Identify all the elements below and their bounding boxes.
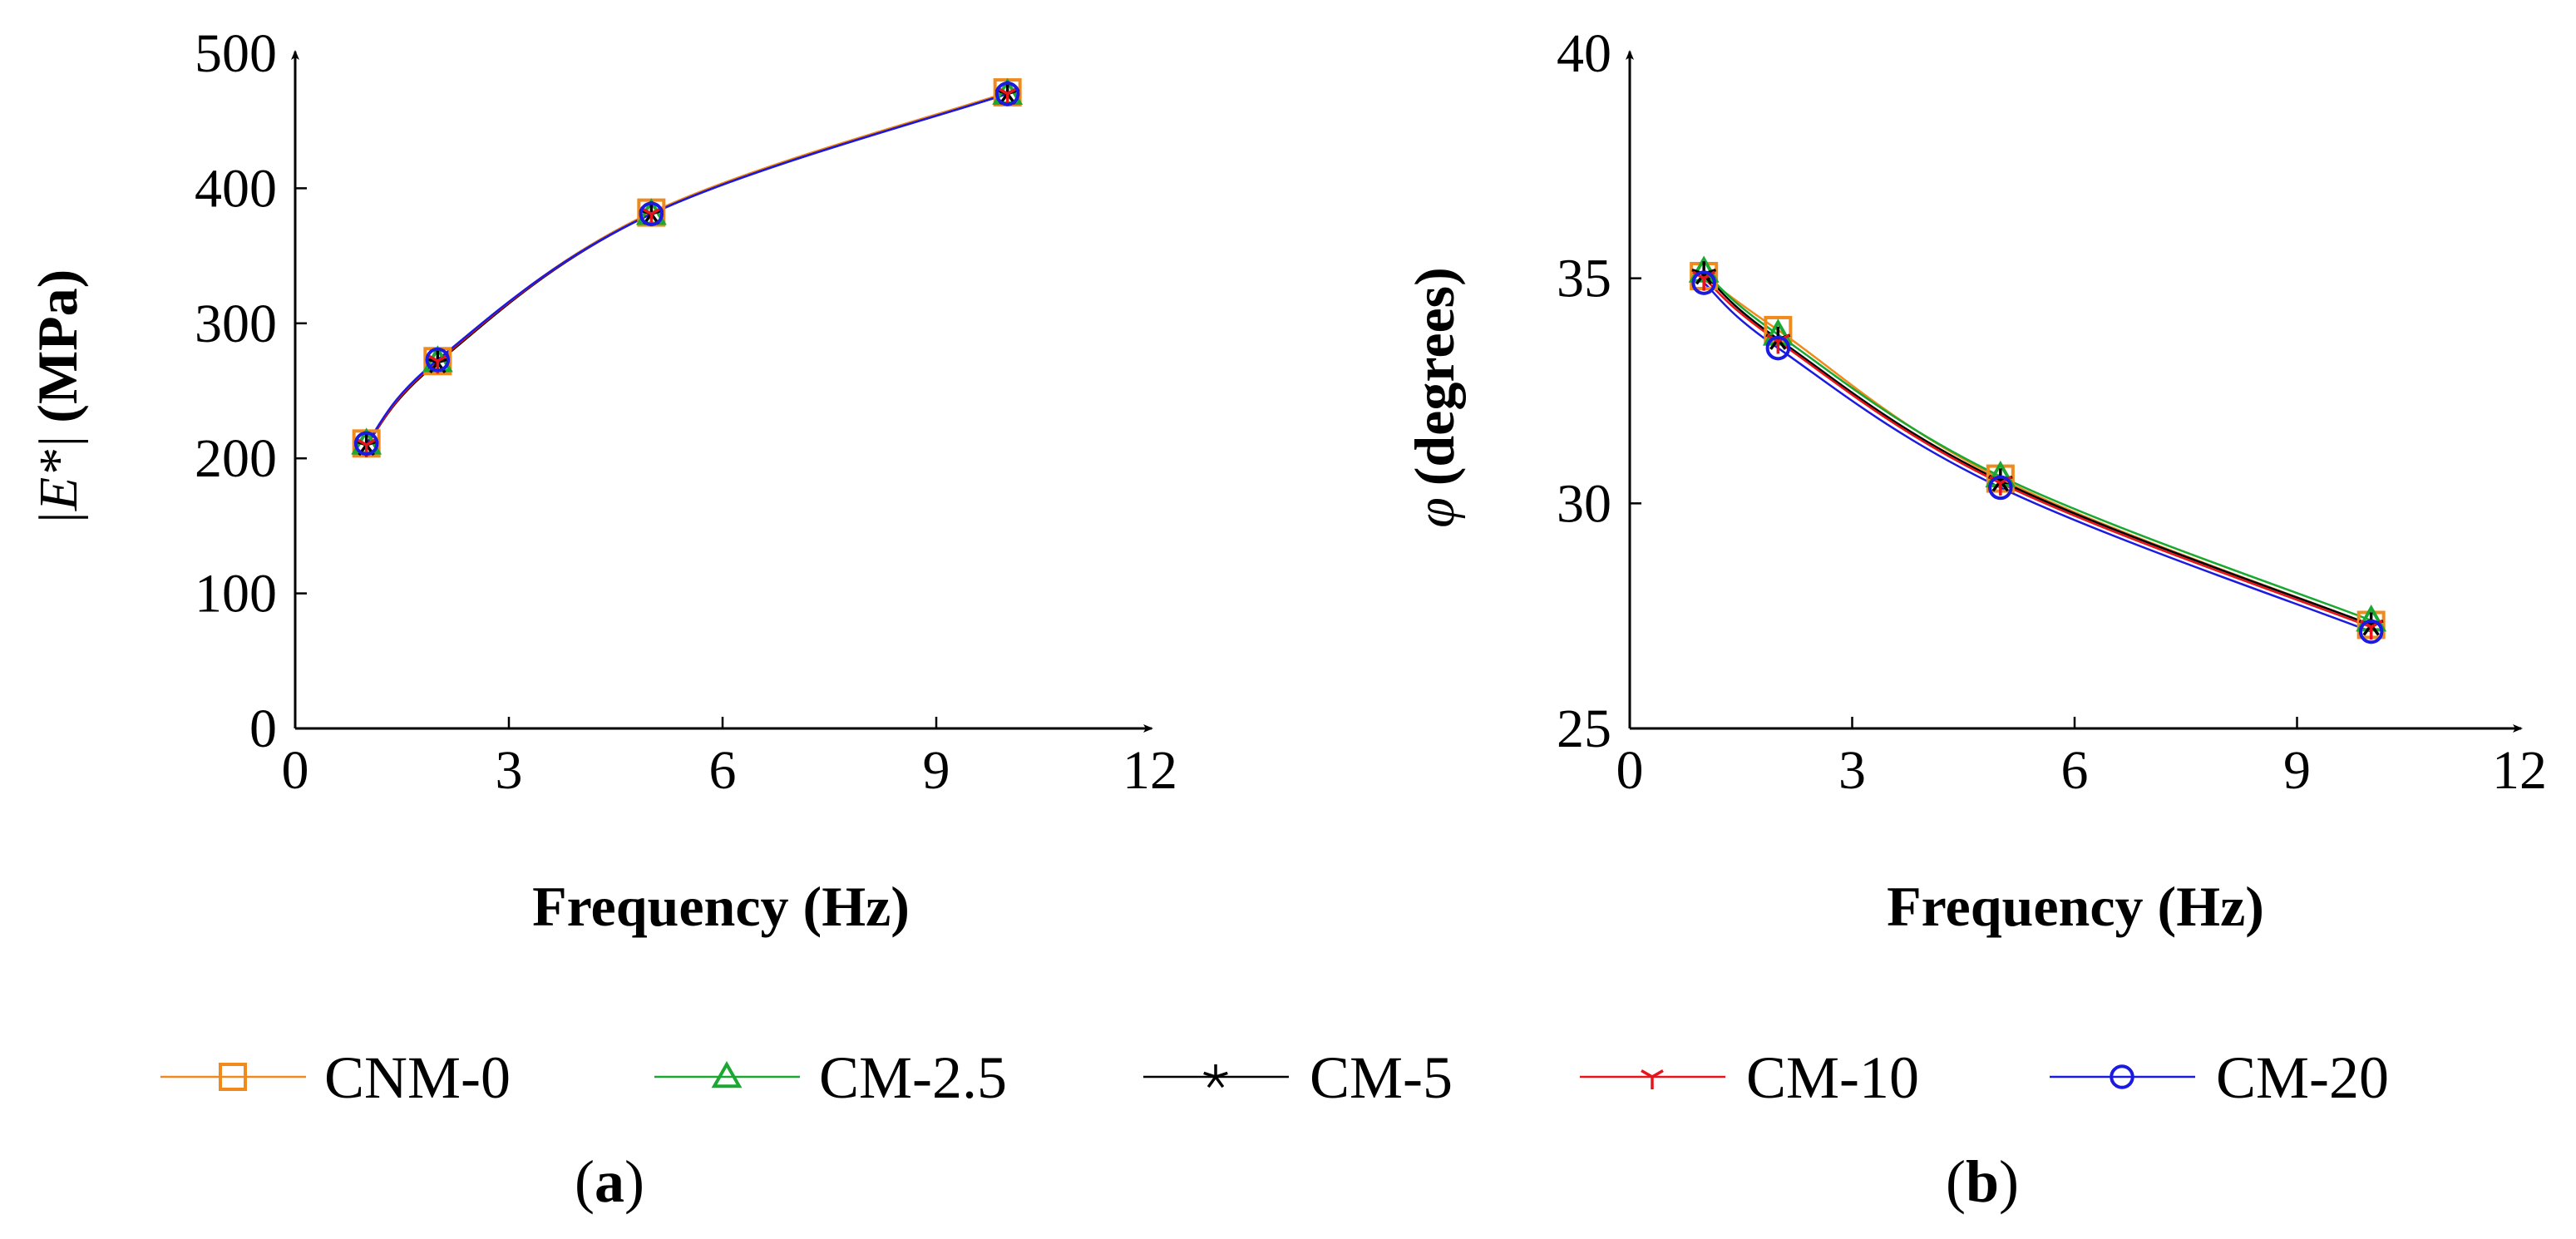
chart-a-xtick-label: 0 bbox=[282, 740, 309, 801]
chart-b-point-CM-20-2 bbox=[1988, 475, 2013, 501]
chart-a-series-line-CM-5 bbox=[365, 92, 1009, 446]
chart-b-xtick-label: 12 bbox=[2492, 740, 2547, 801]
chart-b-xtick-label: 9 bbox=[2283, 740, 2311, 801]
chart-a-series-line-CM-10 bbox=[365, 92, 1009, 446]
chart-a-ytick-label: 300 bbox=[195, 294, 277, 354]
chart-b-ylabel: φ (degrees) bbox=[1403, 267, 1466, 528]
chart-a-ylabel: |E*| (MPa) bbox=[26, 269, 89, 526]
panel-label-b-letter: b bbox=[1966, 1148, 1999, 1215]
chart-b-point-CM-20-0 bbox=[1691, 270, 1716, 295]
chart-a-point-CM-20-3 bbox=[994, 81, 1020, 106]
panel-label-b: (b) bbox=[1946, 1148, 2019, 1215]
chart-b-ylabel-math: φ bbox=[1405, 497, 1466, 528]
chart-a-series-line-CM-2.5 bbox=[365, 92, 1009, 445]
chart-a-point-CM-20-0 bbox=[353, 431, 379, 457]
panel-label-a: (a) bbox=[575, 1148, 644, 1215]
legend-label: CM-2.5 bbox=[819, 1044, 1007, 1111]
legend-item-CM-5: CM-5 bbox=[1143, 1044, 1453, 1111]
chart-b-phase-angle: 0 3 6 9 12 25 30 35 40 Frequency (Hz) φ (degrees) bbox=[1403, 23, 2547, 938]
chart-a-xtick-label: 12 bbox=[1123, 740, 1177, 801]
chart-b-series-line-CM-2.5 bbox=[1703, 270, 2372, 622]
legend-item-CNM-0: CNM-0 bbox=[160, 1044, 511, 1111]
chart-b-xlabel: Frequency (Hz) bbox=[1887, 875, 2264, 938]
chart-a-ytick-label: 100 bbox=[195, 564, 277, 624]
chart-b-ylabel-unit: (degrees) bbox=[1403, 267, 1466, 486]
chart-a-ytick-label: 0 bbox=[249, 698, 277, 759]
chart-a-point-CM-20-1 bbox=[425, 347, 451, 373]
chart-a-axes: 0 3 6 9 12 0 100 200 300 400 500 bbox=[195, 23, 1177, 801]
chart-a-ytick-label: 500 bbox=[195, 23, 277, 84]
chart-a-ytick-label: 400 bbox=[195, 158, 277, 219]
chart-b-xtick-label: 6 bbox=[2061, 740, 2089, 801]
legend-marker bbox=[1203, 1064, 1228, 1088]
chart-a-xlabel: Frequency (Hz) bbox=[532, 875, 910, 938]
chart-b-xtick-label: 3 bbox=[1838, 740, 1866, 801]
chart-b-ytick-label: 30 bbox=[1557, 473, 1611, 534]
chart-b-series bbox=[1688, 255, 2387, 644]
chart-b-series-line-CM-10 bbox=[1703, 277, 2372, 629]
chart-a-ylabel-unit: (MPa) bbox=[26, 269, 89, 423]
chart-b-xtick-label: 0 bbox=[1616, 740, 1644, 801]
legend-item-CM-2.5: CM-2.5 bbox=[654, 1044, 1007, 1111]
chart-a-xtick-label: 3 bbox=[496, 740, 523, 801]
chart-a-ylabel-math: |E*| bbox=[28, 435, 89, 526]
chart-b-axes: 0 3 6 9 12 25 30 35 40 bbox=[1557, 23, 2547, 801]
panel-label-a-letter: a bbox=[595, 1148, 624, 1215]
legend-item-CM-20: CM-20 bbox=[2050, 1044, 2389, 1111]
legend-label: CNM-0 bbox=[324, 1044, 511, 1111]
chart-b-point-CM-20-1 bbox=[1765, 335, 1791, 361]
legend-label: CM-20 bbox=[2216, 1044, 2389, 1111]
chart-a-point-CM-20-2 bbox=[639, 201, 664, 227]
chart-b-ytick-label: 40 bbox=[1557, 23, 1611, 84]
legend-marker bbox=[2110, 1064, 2134, 1089]
legend-item-CM-10: CM-10 bbox=[1580, 1044, 1919, 1111]
legend: CNM-0 CM-2.5 CM-5 CM-10 CM-20 bbox=[160, 1044, 2389, 1111]
chart-b-ytick-label: 25 bbox=[1557, 698, 1611, 759]
legend-marker bbox=[219, 1063, 247, 1091]
chart-b-series-line-CM-20 bbox=[1703, 282, 2372, 633]
chart-a-magnitude: 0 3 6 9 12 0 100 200 300 400 500 Frequency (Hz) |E… bbox=[26, 23, 1177, 938]
chart-b-point-CM-20-3 bbox=[2358, 619, 2384, 644]
legend-label: CM-10 bbox=[1746, 1044, 1919, 1111]
chart-a-xtick-label: 6 bbox=[709, 740, 737, 801]
legend-label: CM-5 bbox=[1310, 1044, 1453, 1111]
legend-marker bbox=[1641, 1069, 1664, 1089]
chart-b-series-line-CNM-0 bbox=[1703, 274, 2372, 626]
chart-b-ytick-label: 35 bbox=[1557, 249, 1611, 309]
chart-a-series bbox=[351, 77, 1024, 458]
chart-a-ytick-label: 200 bbox=[195, 428, 277, 489]
chart-a-xtick-label: 9 bbox=[923, 740, 950, 801]
chart-b-series-line-CM-5 bbox=[1703, 273, 2372, 626]
chart-a-series-line-CNM-0 bbox=[365, 91, 1009, 445]
chart-a-series-line-CM-20 bbox=[365, 92, 1009, 445]
legend-marker bbox=[711, 1060, 743, 1088]
